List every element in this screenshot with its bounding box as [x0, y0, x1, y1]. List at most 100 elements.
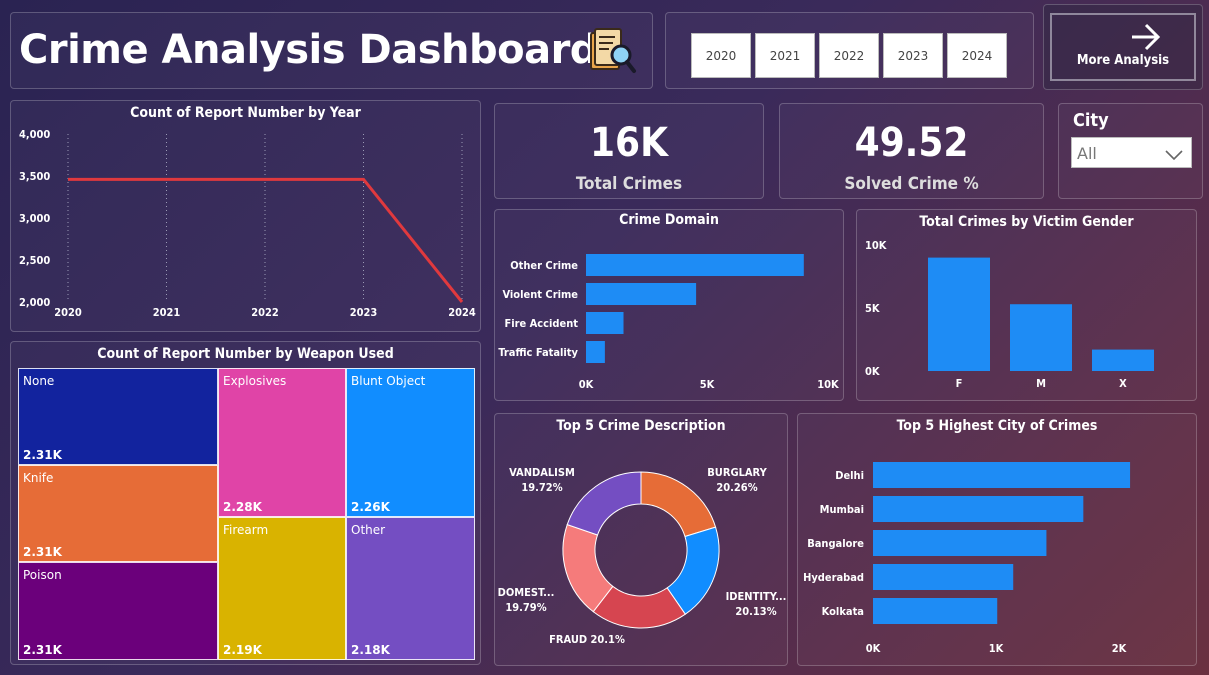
slice-pct: 19.72%	[521, 481, 562, 494]
year-slicer-panel	[665, 12, 1034, 89]
year-button-2021[interactable]: 2021	[755, 33, 815, 78]
treemap-cell-value: 2.26K	[351, 500, 390, 514]
treemap-cell-label: Firearm	[223, 523, 269, 537]
category-label: Delhi	[835, 469, 864, 482]
treemap-cell-explosives[interactable]: Explosives 2.28K	[218, 368, 346, 517]
year-button-2024[interactable]: 2024	[947, 33, 1007, 78]
donut-slice	[640, 471, 717, 538]
slice-pct: 19.79%	[505, 601, 546, 614]
city-filter-label: City	[1073, 110, 1109, 131]
crime-desc-donut: BURGLARY 20.26% IDENTITY... 20.13% FRAUD 20.…	[498, 466, 787, 646]
year-button-2023[interactable]: 2023	[883, 33, 943, 78]
x-tick-label: 2020	[54, 306, 82, 319]
crime-desc-panel: Top 5 Crime Description BURGLARY 20.26% ID…	[494, 413, 788, 666]
arrow-right-icon	[1130, 23, 1162, 55]
bar	[586, 254, 804, 276]
year-button-2022[interactable]: 2022	[819, 33, 879, 78]
category-label: Mumbai	[820, 503, 864, 516]
category-label: Other Crime	[510, 259, 578, 272]
y-tick-label: 3,500	[19, 170, 50, 183]
treemap-cell-label: Blunt Object	[351, 374, 426, 388]
y-tick-label: 3,000	[19, 212, 50, 225]
y-tick-label: 4,000	[19, 128, 50, 141]
top-cities-title: Top 5 Highest City of Crimes	[896, 418, 1098, 434]
treemap-cell-value: 2.19K	[223, 643, 262, 657]
top-cities-chart: Delhi Mumbai Bangalore Hyderabad Kolkata 0K 1K…	[803, 462, 1131, 655]
treemap-cell-other[interactable]: Other 2.18K	[346, 517, 475, 660]
crime-domain-title: Crime Domain	[619, 212, 719, 228]
category-label: Traffic Fatality	[498, 346, 578, 359]
y-tick-label: 2,000	[19, 296, 50, 309]
x-tick-label: 1K	[989, 642, 1004, 655]
year-line-chart-title: Count of Report Number by Year	[130, 105, 361, 121]
x-tick-label: 2024	[448, 306, 476, 319]
chevron-down-icon	[1165, 146, 1183, 165]
category-label: Kolkata	[822, 605, 864, 618]
bar	[586, 283, 697, 305]
top-cities-panel: Top 5 Highest City of Crimes Delhi Mumbai…	[797, 413, 1197, 666]
title-panel: Crime Analysis Dashboard	[10, 12, 653, 89]
crime-domain-chart: Other Crime Violent Crime Fire Accident Tra…	[498, 254, 839, 391]
kpi-total-crimes-label: Total Crimes	[575, 174, 683, 194]
treemap-cell-label: Knife	[23, 471, 54, 485]
slice-name: BURGLARY	[707, 466, 767, 479]
bar	[873, 564, 1014, 590]
kpi-solved-pct-label: Solved Crime %	[844, 174, 979, 194]
treemap-cell-label: Other	[351, 523, 386, 537]
bar	[586, 341, 605, 363]
x-tick-label: 2021	[153, 306, 181, 319]
kpi-solved-pct-value: 49.52	[854, 120, 969, 166]
x-tick-label: 2023	[350, 306, 378, 319]
kpi-total-crimes-value: 16K	[590, 120, 668, 166]
y-tick-label: 2,500	[19, 254, 50, 267]
slice-pct: 20.13%	[735, 605, 776, 618]
treemap-cell-none[interactable]: None 2.31K	[18, 368, 218, 465]
slice-name: IDENTITY...	[726, 590, 787, 603]
year-line-chart-panel: Count of Report Number by Year 2020 2021 2…	[10, 100, 481, 332]
more-analysis-label: More Analysis	[1076, 53, 1170, 68]
bar	[1092, 349, 1154, 371]
treemap-cell-value: 2.31K	[23, 643, 62, 657]
x-tick-label: 0K	[579, 378, 594, 391]
bar	[873, 598, 998, 624]
page-title: Crime Analysis Dashboard	[19, 27, 598, 73]
slice-label: FRAUD 20.1%	[549, 633, 625, 646]
category-label: Violent Crime	[502, 288, 578, 301]
victim-gender-panel: Total Crimes by Victim Gender 10K 5K 0K F M X	[856, 209, 1197, 401]
x-tick-label: X	[1119, 377, 1127, 390]
treemap-cell-label: Poison	[23, 568, 62, 582]
city-dropdown[interactable]: All	[1071, 137, 1192, 168]
x-tick-label: F	[956, 377, 963, 390]
year-button-2020[interactable]: 2020	[691, 33, 751, 78]
crime-desc-title: Top 5 Crime Description	[556, 418, 726, 434]
slice-name: DOMEST...	[498, 586, 555, 599]
bar	[1010, 304, 1072, 371]
treemap-cell-label: None	[23, 374, 55, 388]
year-line-chart: 2020 2021 2022 2023 2024 4,000 3,500 3,000 2,500…	[19, 128, 476, 319]
x-tick-label: M	[1036, 377, 1046, 390]
magnifier-document-icon	[585, 25, 637, 77]
donut-slice	[566, 471, 642, 536]
treemap-cell-label: Explosives	[223, 374, 287, 388]
kpi-total-crimes: 16K Total Crimes	[494, 103, 764, 199]
treemap-cell-poison[interactable]: Poison 2.31K	[18, 562, 218, 660]
treemap-cell-firearm[interactable]: Firearm 2.19K	[218, 517, 346, 660]
weapon-treemap: None 2.31K Knife 2.31K Poison 2.31K Explosives…	[18, 368, 475, 660]
city-dropdown-value: All	[1077, 144, 1097, 163]
weapon-treemap-title: Count of Report Number by Weapon Used	[97, 346, 394, 362]
bar	[586, 312, 624, 334]
treemap-cell-value: 2.31K	[23, 545, 62, 559]
weapon-treemap-panel: Count of Report Number by Weapon Used No…	[10, 341, 481, 665]
category-label: Hyderabad	[803, 571, 864, 584]
more-analysis-button[interactable]: More Analysis	[1043, 4, 1203, 90]
treemap-cell-blunt-object[interactable]: Blunt Object 2.26K	[346, 368, 475, 517]
slice-name: VANDALISM	[509, 466, 575, 479]
bar	[928, 257, 990, 371]
x-tick-label: 2022	[251, 306, 279, 319]
x-tick-label: 0K	[866, 642, 881, 655]
x-tick-label: 5K	[700, 378, 715, 391]
bar	[873, 496, 1084, 522]
kpi-solved-pct: 49.52 Solved Crime %	[779, 103, 1044, 199]
treemap-cell-knife[interactable]: Knife 2.31K	[18, 465, 218, 562]
x-tick-label: 2K	[1112, 642, 1127, 655]
